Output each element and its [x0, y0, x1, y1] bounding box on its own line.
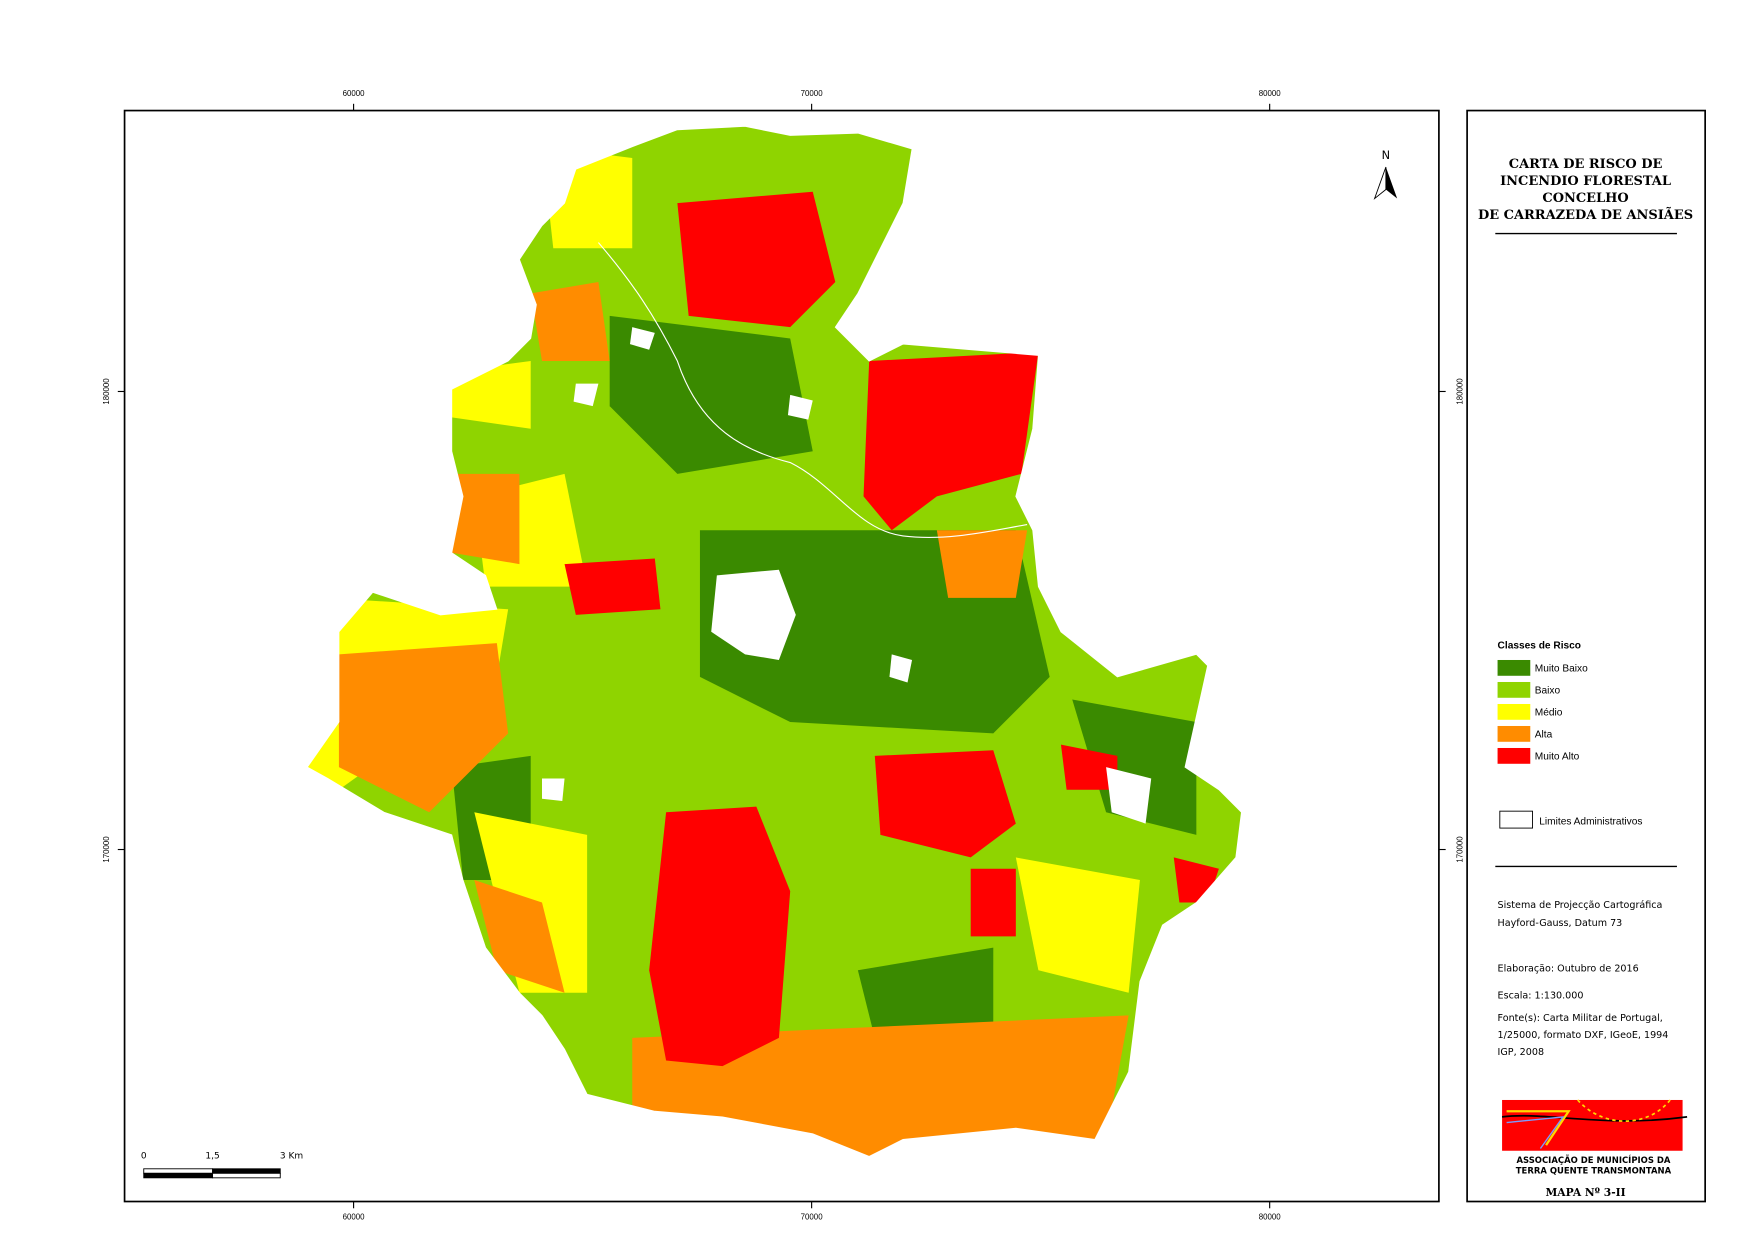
notes: Sistema de Projecção Cartográfica Hayford… [1498, 900, 1669, 1058]
note: Sistema de Projecção Cartográfica [1498, 900, 1663, 911]
legend-swatch [1497, 747, 1531, 764]
grid-label: 70000 [801, 89, 824, 98]
grid-label: 70000 [801, 1213, 824, 1222]
scale-label: 0 [141, 1152, 147, 1162]
grid-label: 80000 [1259, 89, 1282, 98]
scale-label: 3 Km [280, 1152, 304, 1162]
legend-frame [1466, 109, 1706, 1203]
legend: Muito Baixo Baixo Médio Alta Muito Alto [1497, 659, 1588, 764]
grid-label: 80000 [1259, 1213, 1282, 1222]
legend-swatch [1497, 703, 1531, 720]
note: 1/25000, formato DXF, IGeoE, 1994 [1498, 1030, 1669, 1041]
legend-label: Baixo [1535, 685, 1561, 696]
title-line: DE CARRAZEDA DE ANSIÃES [1478, 207, 1693, 223]
logo-text: TERRA QUENTE TRANSMONTANA [1516, 1165, 1672, 1175]
grid-label: 170000 [102, 836, 111, 863]
legend-label: Muito Baixo [1535, 663, 1588, 674]
logo: ASSOCIAÇÃO DE MUNICÍPIOS DA TERRA QUENTE… [1501, 1099, 1688, 1175]
note: IGP, 2008 [1498, 1047, 1545, 1058]
north-arrow: N [1373, 149, 1398, 200]
boundary-label: Limites Administrativos [1539, 817, 1642, 828]
grid-label: 60000 [343, 89, 366, 98]
title-line: CONCELHO [1542, 191, 1628, 206]
legend-swatch [1497, 681, 1531, 698]
legend-swatch [1497, 659, 1531, 676]
map-title: CARTA DE RISCO DE INCENDIO FLORESTAL CONCE… [1478, 157, 1693, 223]
north-label: N [1382, 149, 1390, 162]
legend-label: Médio [1535, 707, 1563, 718]
title-line: CARTA DE RISCO DE [1509, 157, 1663, 172]
map-frame [123, 109, 1440, 1203]
note: Elaboração: Outubro de 2016 [1498, 963, 1639, 974]
note: Hayford-Gauss, Datum 73 [1498, 918, 1623, 929]
legend-label: Alta [1535, 729, 1553, 740]
grid-label: 170000 [1456, 836, 1465, 863]
scale-label: 1,5 [205, 1152, 219, 1162]
boundary-swatch [1499, 810, 1533, 829]
risk-map [307, 126, 1242, 1157]
legend-swatch [1497, 725, 1531, 742]
logo-text: ASSOCIAÇÃO DE MUNICÍPIOS DA [1516, 1154, 1670, 1165]
grid-label: 60000 [343, 1213, 366, 1222]
scale-bar: 0 1,5 3 Km [141, 1152, 304, 1179]
legend-title: Classes de Risco [1498, 641, 1581, 652]
map-number: MAPA Nº 3-II [1545, 1186, 1625, 1199]
legend-label: Muito Alto [1535, 751, 1580, 762]
grid-label: 180000 [1456, 378, 1465, 405]
note: Fonte(s): Carta Militar de Portugal, [1498, 1013, 1663, 1024]
note: Escala: 1:130.000 [1498, 990, 1584, 1001]
grid-label: 180000 [102, 378, 111, 405]
title-line: INCENDIO FLORESTAL [1500, 174, 1671, 189]
